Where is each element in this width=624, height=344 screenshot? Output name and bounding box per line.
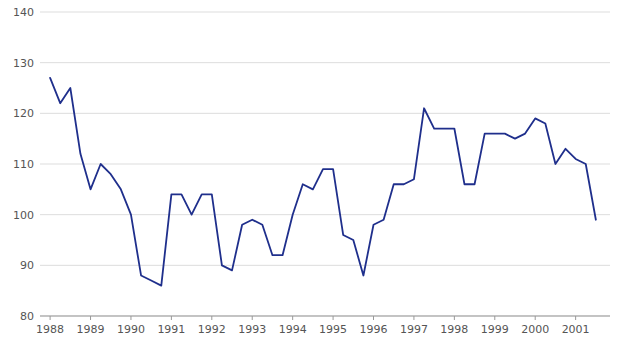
chart: 80 90 100 110 120 130 140 1988 1989 1990 1991 1992 1… xyxy=(0,0,624,344)
x-axis-line xyxy=(40,316,610,317)
x-tick xyxy=(252,316,253,320)
y-tick-label: 110 xyxy=(13,158,34,171)
chart-container: 80 90 100 110 120 130 140 1988 1989 1990 1991 1992 1… xyxy=(0,0,624,344)
x-tick xyxy=(292,316,293,320)
x-tick-label: 1991 xyxy=(157,323,185,336)
y-tick-label: 100 xyxy=(13,209,34,222)
x-tick-label: 1993 xyxy=(238,323,266,336)
line xyxy=(50,78,596,286)
x-tick-label: 1995 xyxy=(319,323,347,336)
grid-line xyxy=(40,164,610,165)
x-tick xyxy=(333,316,334,320)
x-tick-label: 1999 xyxy=(481,323,509,336)
x-tick xyxy=(211,316,212,320)
x-tick xyxy=(494,316,495,320)
y-tick-label: 120 xyxy=(13,107,34,120)
x-tick xyxy=(171,316,172,320)
x-tick-label: 1996 xyxy=(360,323,388,336)
x-tick xyxy=(130,316,131,320)
grid-line xyxy=(40,12,610,13)
grid-line xyxy=(40,113,610,114)
y-tick-label: 80 xyxy=(20,310,34,323)
plot-area xyxy=(50,78,596,286)
x-tick-label: 1997 xyxy=(400,323,428,336)
x-tick-label: 1989 xyxy=(77,323,105,336)
y-tick-label: 130 xyxy=(13,57,34,70)
grid-line xyxy=(40,62,610,63)
grid-line xyxy=(40,265,610,266)
x-tick xyxy=(50,316,51,320)
axes: 80 90 100 110 120 130 140 1988 1989 1990 1991 1992 1… xyxy=(13,6,610,336)
x-tick xyxy=(413,316,414,320)
x-tick-label: 2001 xyxy=(562,323,590,336)
x-tick xyxy=(373,316,374,320)
x-tick xyxy=(90,316,91,320)
x-tick-label: 1992 xyxy=(198,323,226,336)
x-tick-label: 2000 xyxy=(521,323,549,336)
y-tick-label: 140 xyxy=(13,6,34,19)
x-tick xyxy=(454,316,455,320)
x-tick-label: 1990 xyxy=(117,323,145,336)
x-tick-label: 1988 xyxy=(36,323,64,336)
x-tick xyxy=(535,316,536,320)
x-tick-label: 1998 xyxy=(440,323,468,336)
y-tick-label: 90 xyxy=(20,259,34,272)
grid-line xyxy=(40,316,610,317)
x-tick xyxy=(575,316,576,320)
grid-line xyxy=(40,214,610,215)
grid xyxy=(40,12,610,316)
x-tick-label: 1994 xyxy=(279,323,307,336)
